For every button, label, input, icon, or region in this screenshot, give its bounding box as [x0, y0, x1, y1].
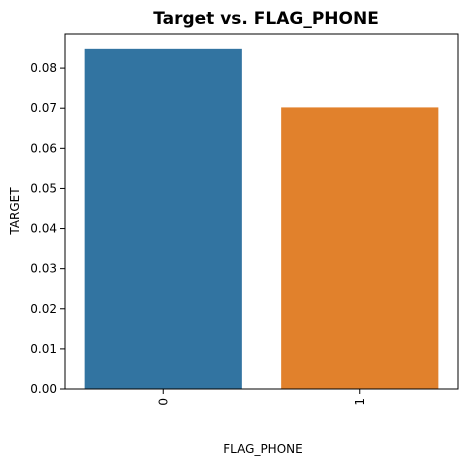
bars-layer	[84, 48, 439, 390]
y-tick-label: 0.07	[30, 101, 57, 115]
y-axis-label: TARGET	[8, 187, 22, 236]
plot-frame	[64, 33, 459, 390]
chart-title: Target vs. FLAG_PHONE	[153, 9, 379, 29]
y-axis: 0.00 0.01 0.02 0.03 0.04 0.05 0.06 0.07 0.08	[30, 61, 65, 396]
y-tick-label: 0.08	[30, 61, 57, 75]
x-axis-label: FLAG_PHONE	[223, 442, 302, 456]
y-tick-label: 0.04	[30, 222, 57, 236]
y-tick-label: 0.01	[30, 342, 57, 356]
x-tick-label: 0	[156, 398, 170, 406]
bar-0	[84, 48, 242, 390]
bar-1	[281, 107, 439, 389]
y-tick-label: 0.06	[30, 141, 57, 155]
y-tick-label: 0.05	[30, 181, 57, 195]
y-tick-label: 0.03	[30, 262, 57, 276]
y-tick-label: 0.00	[30, 382, 57, 396]
x-tick-label: 1	[353, 398, 367, 406]
y-tick-label: 0.02	[30, 302, 57, 316]
